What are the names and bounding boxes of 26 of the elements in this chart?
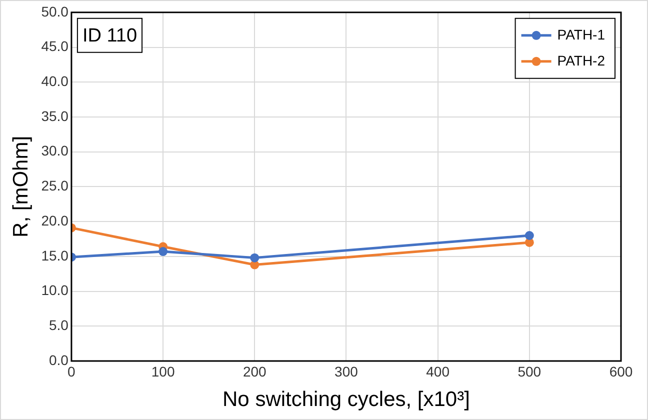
x-tick-label: 200 (242, 363, 267, 380)
point (158, 247, 168, 256)
y-tick-label: 10.0 (41, 282, 69, 298)
x-tick-label: 300 (334, 363, 358, 380)
legend-label: PATH-1 (557, 26, 606, 42)
x-tick-label: 0 (68, 363, 76, 380)
x-tick-label: 600 (609, 363, 633, 380)
y-axis-title: R, [mOhm] (9, 136, 32, 238)
x-tick-label: 500 (518, 363, 542, 380)
y-tick-label: 15.0 (41, 247, 69, 264)
y-tick-label: 25.0 (41, 178, 69, 194)
y-tick-label: 45.0 (41, 38, 69, 54)
y-tick-label: 35.0 (41, 108, 69, 124)
annotation: ID 110 (82, 26, 138, 47)
y-tick-label: 40.0 (41, 72, 69, 89)
point (250, 253, 260, 262)
y-tick-label: 20.0 (41, 212, 69, 228)
y-tick-label: 50.0 (41, 3, 69, 20)
x-tick-label: 400 (426, 363, 450, 380)
x-tick-label: 100 (151, 363, 175, 380)
y-tick-label: 0.0 (48, 352, 69, 368)
x-axis-title: No switching cycles, [x10³] (222, 388, 470, 412)
y-tick-label: 30.0 (41, 142, 69, 159)
legend-label: PATH-2 (557, 52, 606, 68)
y-tick-label: 5.0 (48, 317, 69, 333)
point (524, 231, 534, 240)
